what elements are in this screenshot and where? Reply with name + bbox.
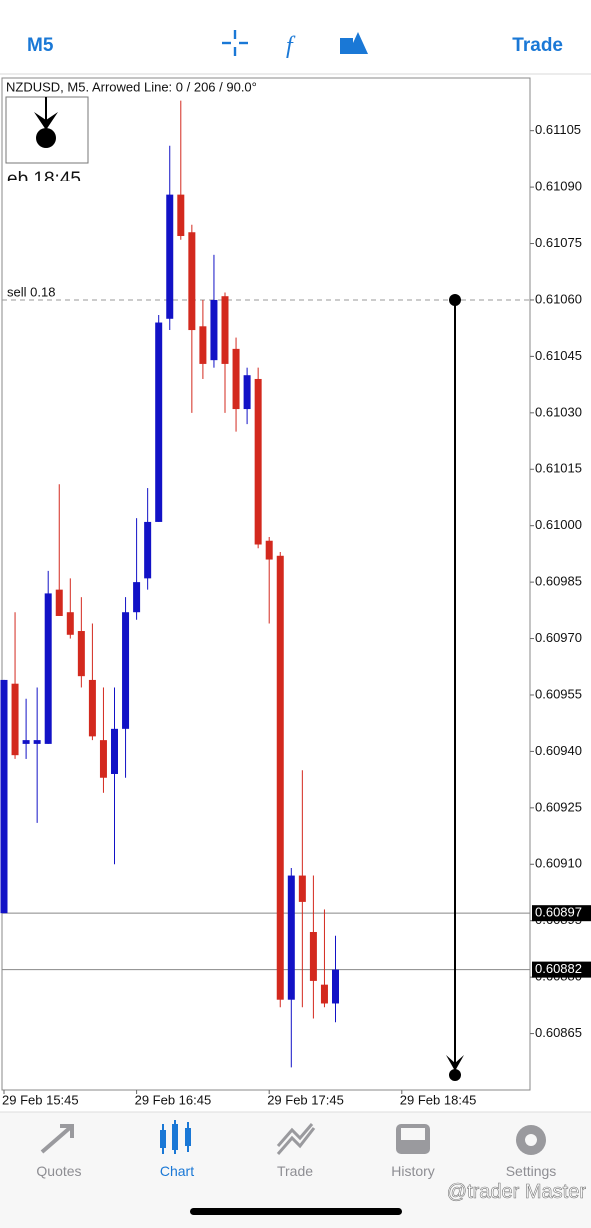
candle-body [122, 612, 130, 729]
y-tick-label: 0.60955 [535, 686, 582, 701]
y-tick-label: 0.61045 [535, 348, 582, 363]
indicators-icon[interactable]: f [286, 33, 296, 59]
quotes-icon[interactable] [40, 1124, 74, 1154]
y-tick-label: 0.60970 [535, 630, 582, 645]
candle-body [265, 540, 273, 560]
candle-body [0, 679, 8, 914]
chart-icon[interactable] [160, 1120, 191, 1154]
x-tick-label: 29 Feb 17:45 [267, 1092, 344, 1107]
price-label: 0.60882 [535, 961, 582, 976]
y-tick-label: 0.61060 [535, 291, 582, 306]
candle-body [188, 232, 196, 331]
candle-body [77, 631, 85, 677]
thumbnail-label: eb 18:45 [7, 169, 81, 190]
chart-title: NZDUSD, M5. Arrowed Line: 0 / 206 / 90.0… [6, 79, 257, 94]
tab-label[interactable]: Trade [277, 1163, 313, 1179]
tab-label[interactable]: Chart [160, 1163, 194, 1179]
candle-body [166, 194, 174, 319]
plot-area: 0.608650.608800.608950.609100.609250.609… [0, 100, 591, 1107]
candle-body [133, 582, 141, 613]
plot-frame [1, 77, 531, 1091]
candle-body [177, 194, 185, 237]
objects-icon[interactable] [340, 32, 368, 54]
arrowed-line-head [446, 1054, 464, 1071]
thumbnail-icon [34, 97, 58, 148]
candle-body [320, 984, 328, 1004]
price-label-box [532, 961, 591, 978]
candle-body [11, 683, 19, 756]
x-tick-label: 29 Feb 16:45 [135, 1092, 212, 1107]
candle-body [155, 322, 163, 522]
candle-body [276, 555, 284, 1000]
tab-label[interactable]: Quotes [36, 1163, 81, 1179]
home-indicator [190, 1208, 402, 1215]
candle-body [66, 612, 74, 635]
settings-icon[interactable] [516, 1125, 546, 1155]
y-tick-label: 0.60910 [535, 856, 582, 871]
candle-body [55, 589, 63, 616]
candle-body [210, 299, 218, 361]
y-tick-label: 0.61030 [535, 404, 582, 419]
candle-body [298, 875, 306, 902]
y-tick-label: 0.61000 [535, 517, 582, 532]
timeframe-button[interactable]: M5 [27, 35, 54, 56]
price-label-box [532, 905, 591, 922]
candle-body [309, 931, 317, 981]
arrowed-line-start [449, 293, 461, 306]
order-line-label: sell 0.18 [7, 284, 55, 299]
candle-body [111, 728, 118, 774]
candle-body [287, 875, 295, 1000]
y-tick-label: 0.61015 [535, 461, 582, 476]
y-tick-label: 0.60985 [535, 574, 582, 589]
candle-body [199, 326, 207, 364]
candle-body [22, 740, 30, 744]
trade-button[interactable]: Trade [512, 35, 563, 56]
history-icon[interactable] [396, 1124, 430, 1154]
tab-label[interactable]: Settings [506, 1163, 557, 1179]
candle-body [254, 378, 262, 545]
candle-body [33, 740, 41, 744]
crosshair-icon[interactable] [222, 30, 248, 56]
candle-body [99, 740, 107, 778]
tab-label[interactable]: History [391, 1163, 435, 1179]
y-tick-label: 0.60940 [535, 743, 582, 758]
candle-body [221, 296, 229, 364]
y-tick-label: 0.60925 [535, 799, 582, 814]
candle-body [243, 375, 251, 410]
candle-body [144, 521, 152, 579]
candle-body [332, 969, 339, 1004]
x-tick-label: 29 Feb 18:45 [400, 1092, 477, 1107]
trade-tab-icon[interactable] [276, 1123, 316, 1155]
y-tick-label: 0.61075 [535, 235, 582, 250]
candle-body [232, 348, 240, 410]
candle-body [88, 679, 96, 737]
y-tick-label: 0.60865 [535, 1025, 582, 1040]
y-tick-label: 0.61090 [535, 179, 582, 194]
candle-body [44, 593, 52, 744]
arrowed-line-end [449, 1068, 461, 1081]
x-tick-label: 29 Feb 15:45 [2, 1092, 79, 1107]
watermark: @trader Master [447, 1181, 587, 1203]
y-tick-label: 0.61105 [535, 122, 581, 137]
price-label: 0.60897 [535, 905, 582, 920]
